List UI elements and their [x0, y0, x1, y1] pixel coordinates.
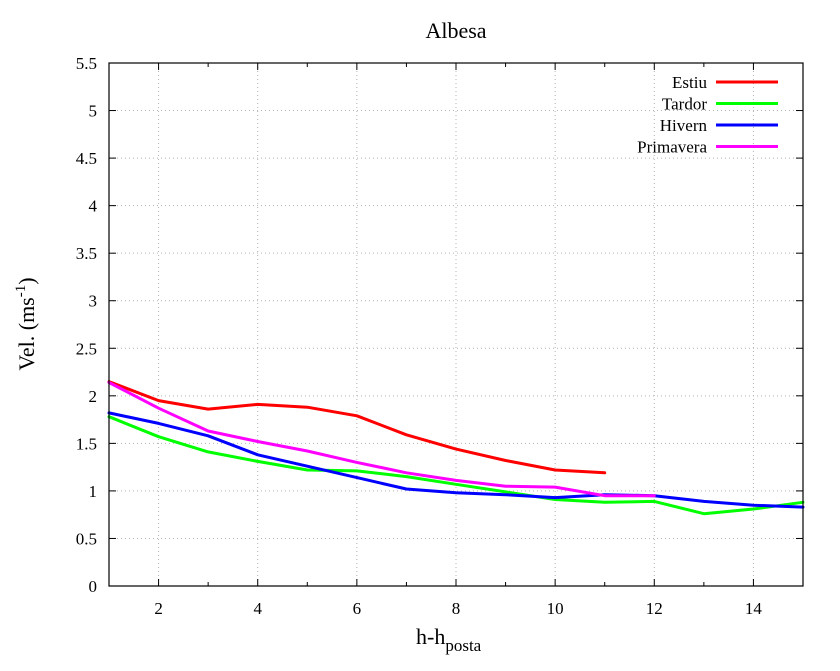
y-tick-label: 2.5 — [76, 339, 97, 358]
y-tick-label: 0 — [89, 577, 98, 596]
y-tick-label: 3.5 — [76, 244, 97, 263]
x-tick-label: 12 — [646, 599, 663, 618]
legend-label-hivern: Hivern — [660, 116, 708, 135]
legend-label-estiu: Estiu — [672, 73, 707, 92]
y-tick-label: 5 — [89, 102, 98, 121]
x-axis-label: h-hposta — [416, 624, 482, 655]
x-tick-label: 14 — [745, 599, 763, 618]
legend: Estiu Tardor Hivern Primavera — [637, 73, 778, 157]
series-line-estiu — [107, 380, 607, 475]
y-axis-label-tail: ) — [14, 277, 39, 284]
y-tick-label: 5.5 — [76, 54, 97, 73]
y-axis-label-superscript: -1 — [13, 285, 29, 298]
y-tick-label: 1 — [89, 482, 98, 501]
y-tick-label: 4 — [89, 197, 98, 216]
y-tick-label: 1.5 — [76, 434, 97, 453]
series-line-primavera — [107, 381, 656, 498]
y-tick-labels: 0 0.5 1 1.5 2 2.5 3 3.5 4 4.5 5 5.5 — [76, 54, 98, 596]
y-tick-label: 3 — [89, 292, 98, 311]
x-tick-labels: 2 4 6 8 10 12 14 — [154, 599, 762, 618]
y-tick-label: 4.5 — [76, 149, 97, 168]
plot-frame — [108, 62, 804, 587]
series-line-tardor — [107, 415, 805, 516]
chart-title: Albesa — [425, 18, 486, 43]
legend-label-primavera: Primavera — [637, 138, 707, 157]
y-tick-label: 0.5 — [76, 529, 97, 548]
x-tick-label: 10 — [547, 599, 564, 618]
x-axis-label-main: h-h — [416, 624, 445, 649]
data-series — [107, 380, 805, 516]
x-tick-label: 2 — [154, 599, 163, 618]
legend-label-tardor: Tardor — [662, 95, 707, 114]
x-axis-label-subscript: posta — [445, 636, 481, 655]
x-tick-label: 6 — [353, 599, 362, 618]
y-axis-label: Vel. (ms-1) — [13, 277, 39, 370]
series-line-hivern — [107, 411, 805, 509]
x-tick-label: 4 — [253, 599, 262, 618]
y-tick-label: 2 — [89, 387, 98, 406]
x-tick-label: 8 — [452, 599, 461, 618]
y-axis-label-main: Vel. (ms — [14, 297, 39, 370]
